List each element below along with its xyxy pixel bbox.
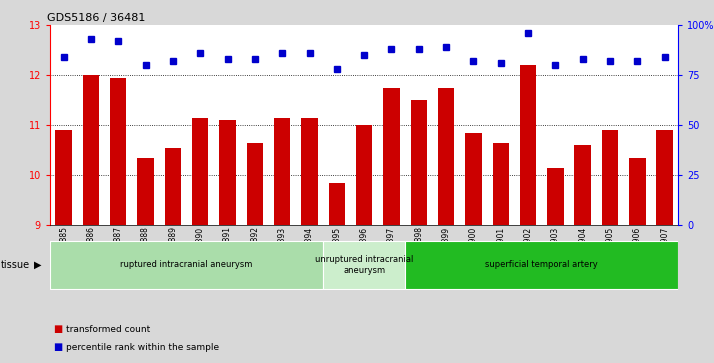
Bar	[274, 118, 291, 225]
Bar	[323, 241, 405, 289]
Bar	[137, 158, 154, 225]
Bar	[466, 133, 482, 225]
Text: GDS5186 / 36481: GDS5186 / 36481	[47, 13, 145, 23]
Text: transformed count: transformed count	[66, 325, 151, 334]
Text: ▶: ▶	[34, 260, 42, 270]
Bar	[629, 158, 645, 225]
Bar	[246, 143, 263, 225]
Bar	[165, 148, 181, 225]
Bar	[405, 241, 678, 289]
Bar	[383, 88, 400, 225]
Bar	[656, 130, 673, 225]
Bar	[83, 75, 99, 225]
Text: unruptured intracranial
aneurysm: unruptured intracranial aneurysm	[315, 255, 413, 275]
Bar	[192, 118, 208, 225]
Text: superficial temporal artery: superficial temporal artery	[486, 261, 598, 269]
Text: ■: ■	[54, 324, 63, 334]
Bar	[602, 130, 618, 225]
Bar	[110, 78, 126, 225]
Bar	[356, 125, 372, 225]
Bar	[575, 145, 591, 225]
Bar	[547, 168, 563, 225]
Bar	[56, 130, 72, 225]
Bar	[328, 183, 345, 225]
Bar	[493, 143, 509, 225]
Bar	[50, 241, 323, 289]
Text: ruptured intracranial aneurysm: ruptured intracranial aneurysm	[121, 261, 253, 269]
Bar	[438, 88, 454, 225]
Text: ■: ■	[54, 342, 63, 352]
Bar	[219, 120, 236, 225]
Bar	[520, 65, 536, 225]
Bar	[301, 118, 318, 225]
Bar	[411, 100, 427, 225]
Text: tissue: tissue	[1, 260, 30, 270]
Text: percentile rank within the sample: percentile rank within the sample	[66, 343, 219, 352]
